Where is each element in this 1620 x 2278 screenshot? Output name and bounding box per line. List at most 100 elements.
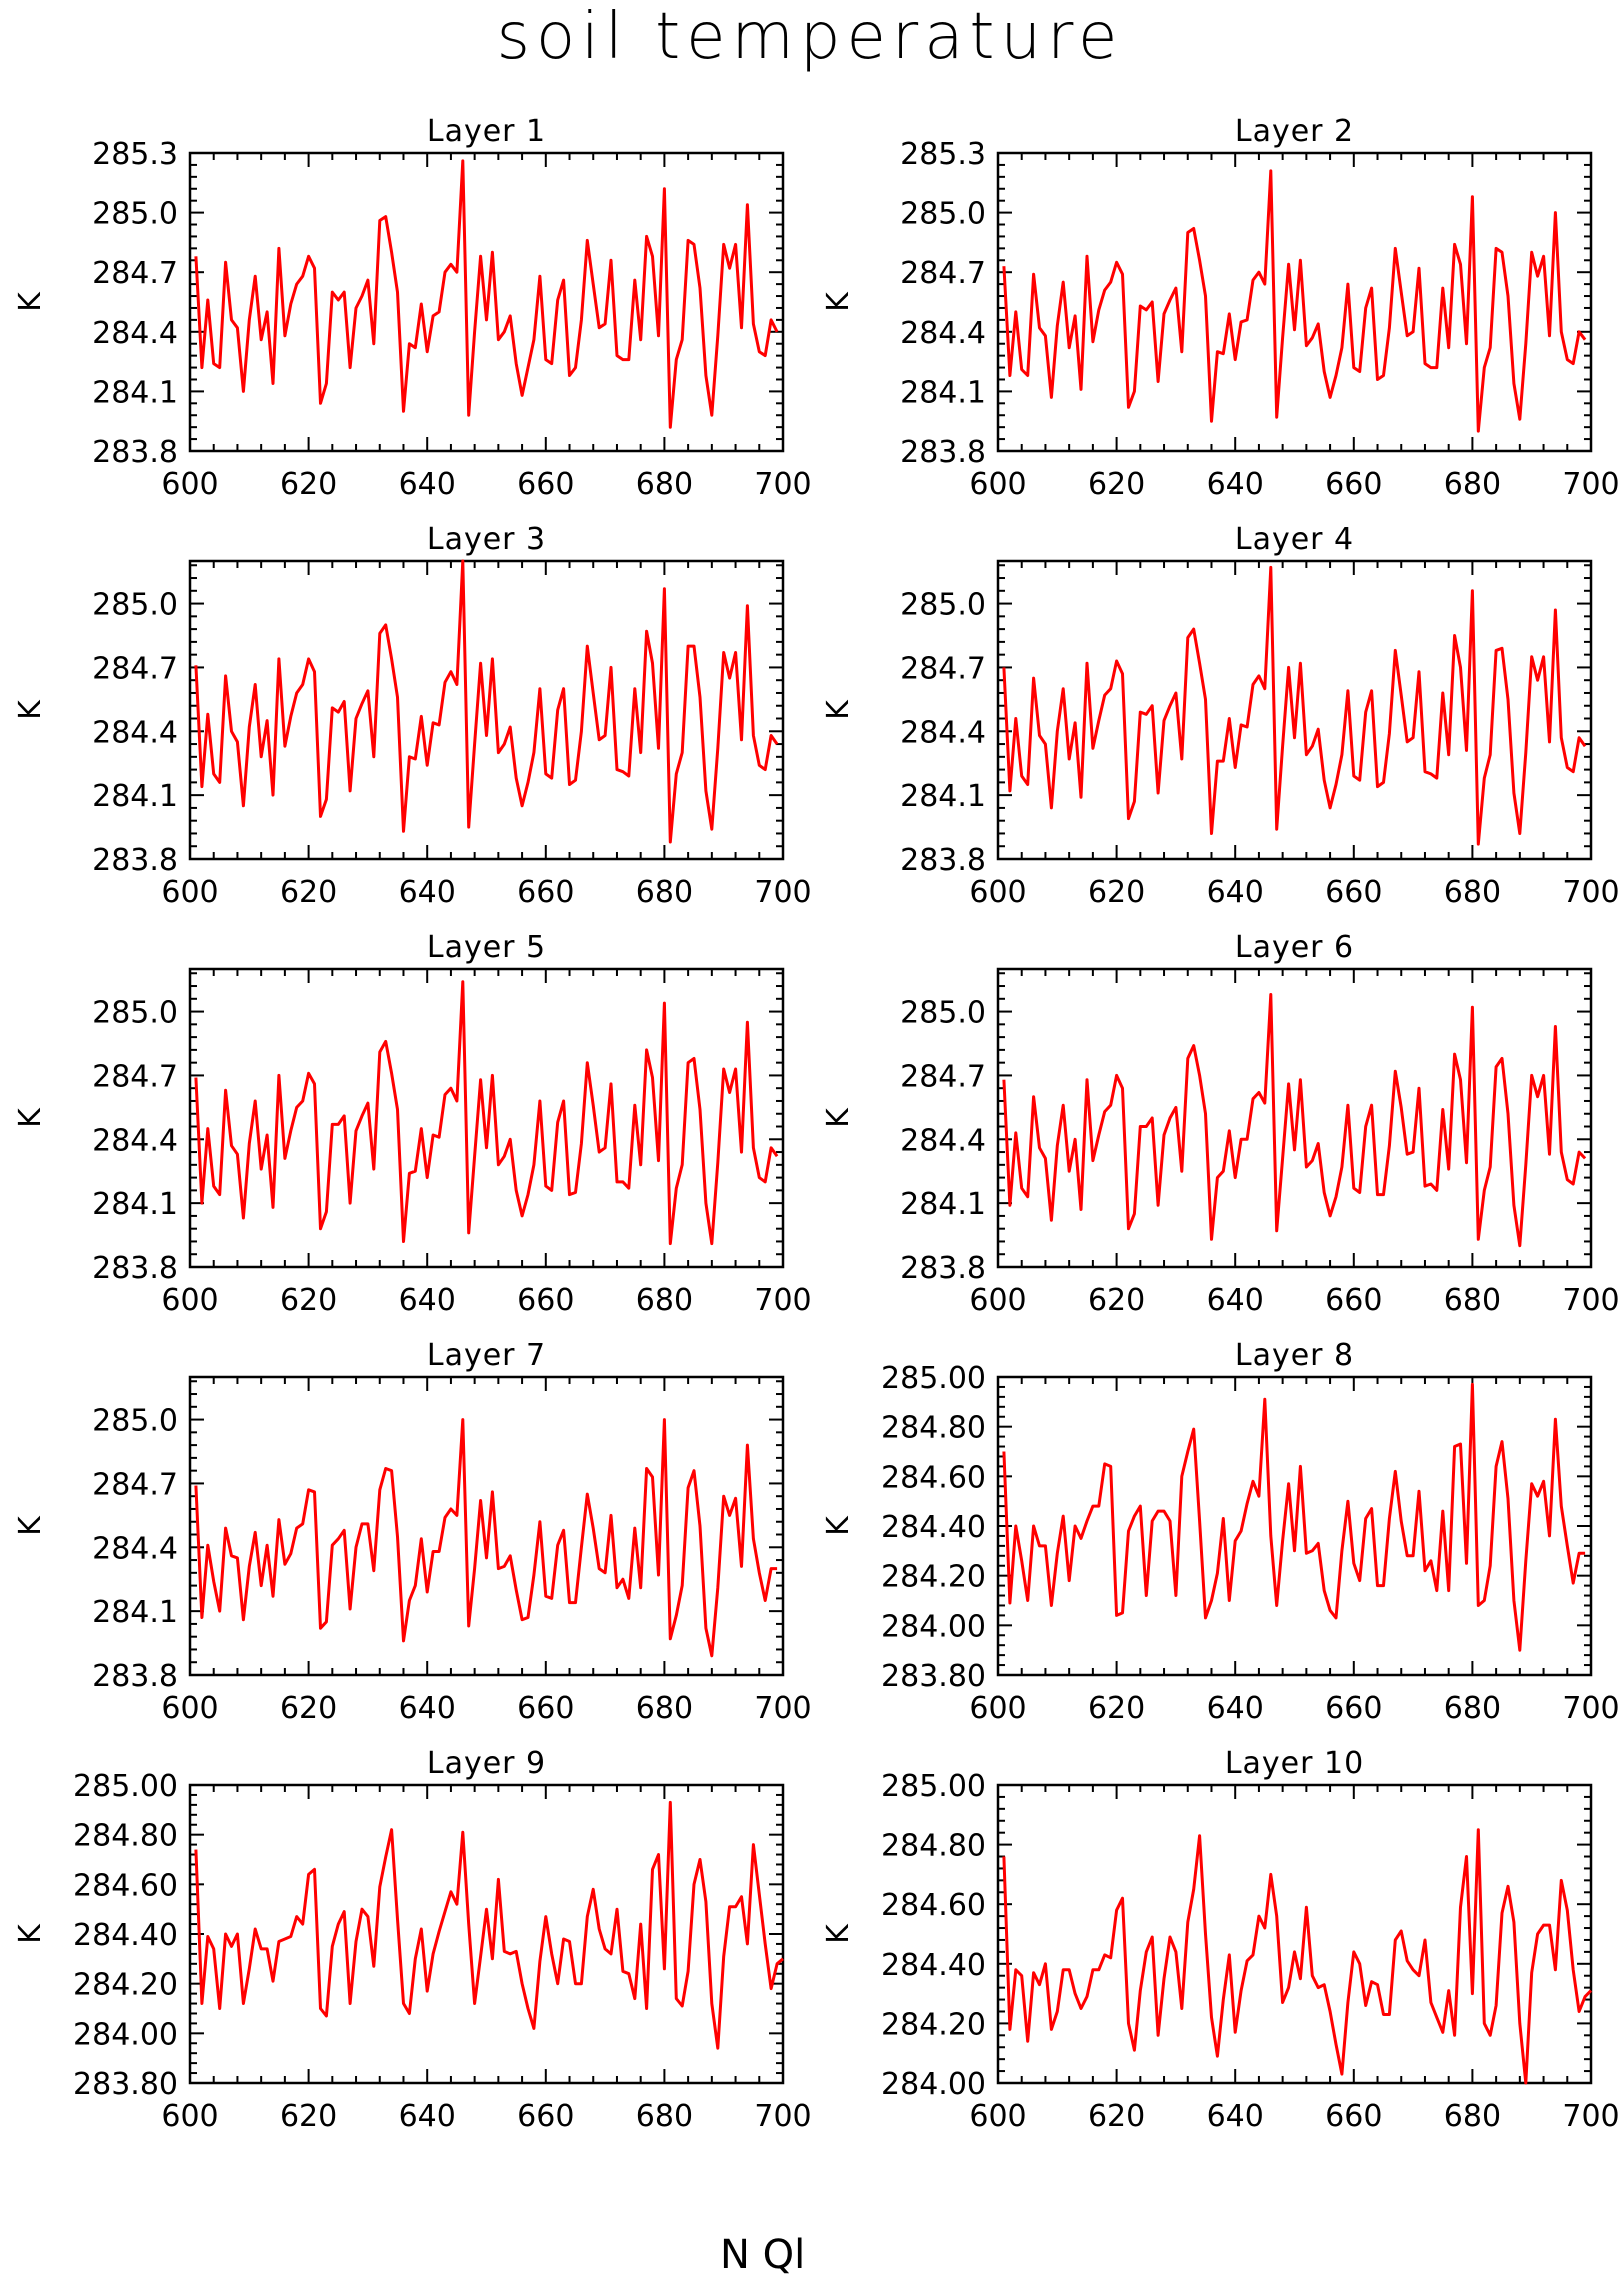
series-line bbox=[1002, 565, 1587, 846]
y-tick-label: 285.3 bbox=[900, 137, 986, 172]
x-tick-label: 700 bbox=[1562, 1283, 1619, 1318]
x-tick-label: 660 bbox=[1325, 2099, 1382, 2134]
y-tick-label: 284.80 bbox=[881, 1829, 986, 1864]
x-tick-label: 600 bbox=[969, 2099, 1026, 2134]
panel-title: Layer 4 bbox=[1235, 522, 1354, 557]
x-tick-label: 600 bbox=[161, 467, 218, 502]
panel-title: Layer 6 bbox=[1235, 930, 1354, 965]
plot-frame bbox=[996, 559, 1593, 861]
x-tick-label: 660 bbox=[1325, 875, 1382, 910]
series-line bbox=[194, 159, 779, 429]
y-tick-label: 284.1 bbox=[92, 779, 178, 814]
y-tick-label: 284.7 bbox=[900, 651, 986, 686]
x-tick-label: 600 bbox=[161, 1283, 218, 1318]
x-tick-label: 640 bbox=[399, 875, 456, 910]
x-tick-label: 660 bbox=[1325, 1283, 1382, 1318]
x-tick-label: 700 bbox=[1562, 875, 1619, 910]
y-tick-label: 284.1 bbox=[900, 375, 986, 410]
y-axis-label: K bbox=[821, 699, 856, 720]
y-tick-label: 284.00 bbox=[881, 2067, 986, 2102]
series-line bbox=[1002, 1382, 1586, 1652]
y-tick-label: 284.1 bbox=[900, 1187, 986, 1222]
y-tick-label: 284.4 bbox=[92, 1531, 178, 1566]
x-tick-label: 640 bbox=[1207, 467, 1264, 502]
chart-panel-layer-9: Layer 9 K 600 620 640 660 680 700 283.80 284.00 28… bbox=[13, 1746, 812, 2134]
plot-frame bbox=[996, 1375, 1593, 1677]
y-tick-label: 283.8 bbox=[92, 435, 178, 470]
x-tick-label: 620 bbox=[280, 1691, 337, 1726]
y-axis-label: K bbox=[13, 1515, 48, 1536]
y-axis-label: K bbox=[13, 1107, 48, 1128]
y-tick-label: 284.7 bbox=[900, 1059, 986, 1094]
x-tick-label: 620 bbox=[280, 875, 337, 910]
x-tick-label: 680 bbox=[636, 467, 693, 502]
x-tick-label: 680 bbox=[1444, 1283, 1501, 1318]
plot-frame bbox=[188, 1375, 785, 1677]
y-tick-label: 283.8 bbox=[92, 1659, 178, 1694]
y-tick-label: 285.00 bbox=[881, 1361, 986, 1396]
y-tick-label: 283.8 bbox=[92, 843, 178, 878]
y-tick-label: 285.0 bbox=[900, 588, 986, 623]
x-tick-label: 680 bbox=[1444, 875, 1501, 910]
x-tick-label: 600 bbox=[161, 2099, 218, 2134]
x-tick-label: 660 bbox=[517, 1691, 574, 1726]
y-tick-label: 285.0 bbox=[92, 1404, 178, 1439]
x-tick-label: 700 bbox=[1562, 1691, 1619, 1726]
chart-panel-layer-3: Layer 3 K 600 620 640 660 680 700 283.8 284.1 284.… bbox=[13, 522, 812, 910]
y-tick-label: 284.20 bbox=[881, 2007, 986, 2042]
x-tick-label: 600 bbox=[161, 875, 218, 910]
y-tick-label: 283.80 bbox=[73, 2067, 178, 2102]
y-tick-label: 284.4 bbox=[92, 1123, 178, 1158]
y-axis-label: K bbox=[821, 1515, 856, 1536]
x-tick-label: 640 bbox=[1207, 1691, 1264, 1726]
y-axis-label: K bbox=[13, 1923, 48, 1944]
x-tick-label: 620 bbox=[1088, 1283, 1145, 1318]
panel-title: Layer 7 bbox=[427, 1338, 546, 1373]
x-tick-label: 660 bbox=[517, 1283, 574, 1318]
y-axis-label: K bbox=[13, 291, 48, 312]
x-tick-label: 660 bbox=[1325, 1691, 1382, 1726]
series-line bbox=[194, 1800, 784, 2050]
plot-frame bbox=[996, 151, 1593, 453]
y-tick-label: 284.00 bbox=[73, 2017, 178, 2052]
panel-title: Layer 9 bbox=[427, 1746, 546, 1781]
footer-label: N Ql bbox=[720, 2232, 806, 2278]
x-tick-label: 700 bbox=[1562, 2099, 1619, 2134]
panel-title: Layer 1 bbox=[427, 114, 546, 149]
y-tick-label: 283.8 bbox=[900, 1251, 986, 1286]
panel-title: Layer 2 bbox=[1235, 114, 1354, 149]
x-tick-label: 700 bbox=[754, 875, 811, 910]
y-axis-label: K bbox=[13, 699, 48, 720]
x-tick-label: 640 bbox=[399, 467, 456, 502]
x-tick-label: 620 bbox=[1088, 1691, 1145, 1726]
y-tick-label: 284.4 bbox=[900, 1123, 986, 1158]
y-tick-label: 284.7 bbox=[92, 1059, 178, 1094]
chart-panel-layer-4: Layer 4 K 600 620 640 660 680 700 283.8 284.1 284.… bbox=[821, 522, 1620, 910]
y-tick-label: 284.80 bbox=[881, 1411, 986, 1446]
x-tick-label: 680 bbox=[636, 1691, 693, 1726]
x-tick-label: 700 bbox=[1562, 467, 1619, 502]
y-tick-label: 285.0 bbox=[900, 197, 986, 232]
chart-panel-layer-10: Layer 10 K 600 620 640 660 680 700 284.00 284.20 2… bbox=[821, 1746, 1620, 2134]
x-tick-label: 680 bbox=[1444, 467, 1501, 502]
x-tick-label: 660 bbox=[517, 2099, 574, 2134]
y-tick-label: 284.00 bbox=[881, 1609, 986, 1644]
x-tick-label: 640 bbox=[1207, 1283, 1264, 1318]
y-tick-label: 285.0 bbox=[92, 588, 178, 623]
plot-frame bbox=[188, 559, 785, 861]
x-tick-label: 600 bbox=[969, 467, 1026, 502]
y-tick-label: 284.7 bbox=[92, 651, 178, 686]
chart-panel-layer-7: Layer 7 K 600 620 640 660 680 700 283.8 284.1 284.… bbox=[13, 1338, 812, 1726]
y-tick-label: 285.3 bbox=[92, 137, 178, 172]
y-tick-label: 284.60 bbox=[73, 1868, 178, 1903]
x-tick-label: 680 bbox=[636, 1283, 693, 1318]
plot-frame bbox=[188, 151, 785, 453]
y-tick-label: 284.40 bbox=[881, 1948, 986, 1983]
x-tick-label: 620 bbox=[1088, 467, 1145, 502]
y-tick-label: 284.40 bbox=[881, 1510, 986, 1545]
y-tick-label: 284.4 bbox=[900, 316, 986, 351]
y-tick-label: 283.8 bbox=[900, 435, 986, 470]
x-tick-label: 600 bbox=[969, 1691, 1026, 1726]
panel-title: Layer 5 bbox=[427, 930, 546, 965]
